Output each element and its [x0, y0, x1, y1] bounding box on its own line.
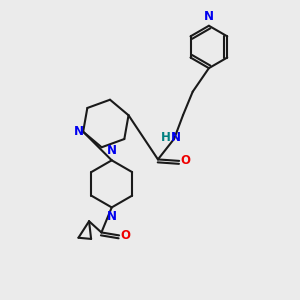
- Text: O: O: [180, 154, 190, 167]
- Text: N: N: [107, 210, 117, 224]
- Text: N: N: [74, 125, 84, 138]
- Text: N: N: [107, 144, 117, 158]
- Text: N: N: [171, 131, 181, 144]
- Text: N: N: [204, 11, 214, 23]
- Text: O: O: [120, 229, 130, 242]
- Text: H: H: [161, 131, 171, 144]
